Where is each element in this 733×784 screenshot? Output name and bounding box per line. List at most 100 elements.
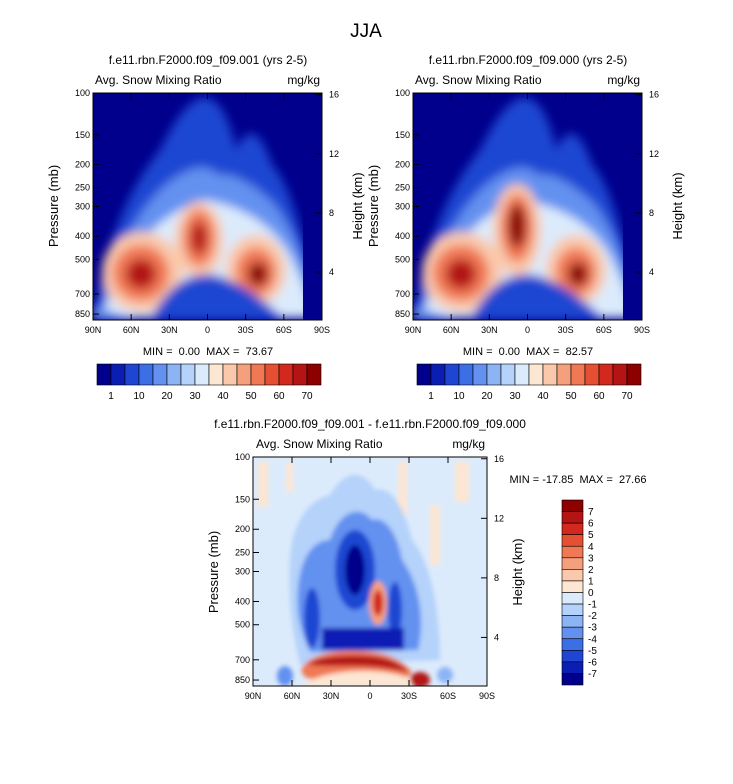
xtick-label: 30N [323,691,340,701]
colorbar-label: 6 [588,519,594,530]
height-tick-label: 8 [494,573,499,583]
panel-3-ylabel-right: Height (km) [510,538,525,605]
colorbar-swatch [561,603,584,616]
colorbar-label: -2 [588,611,597,622]
panel-2: f.e11.rbn.F2000.f09_f09.000 (yrs 2-5) Av… [366,53,685,402]
xtick-label: 30S [401,691,417,701]
colorbar-swatch [292,363,308,386]
colorbar-label: -1 [588,600,597,611]
ytick-label: 150 [75,130,90,140]
colorbar-label: 40 [537,391,549,402]
ytick-label: 500 [235,620,250,630]
colorbar-label: 60 [273,391,285,402]
colorbar-label: 70 [301,391,313,402]
colorbar-swatch [110,363,126,386]
colorbar-swatch [561,534,584,547]
colorbar-swatch [561,511,584,524]
ytick-label: 200 [235,524,250,534]
ytick-label: 250 [75,183,90,193]
ytick-label: 400 [395,231,410,241]
colorbar-label: 1 [108,391,114,402]
colorbar-label: 20 [161,391,173,402]
panel-3-neg-lowband [322,628,404,650]
colorbar-swatch [598,363,614,386]
xtick-label: 0 [205,325,210,335]
xtick-label: 30N [481,325,498,335]
colorbar-swatch [561,522,584,535]
figure-title: JJA [350,21,382,42]
xtick-label: 90S [314,325,330,335]
colorbar-label: 0 [588,588,594,599]
colorbar-label: 40 [217,391,229,402]
panel-3-pos-band-core [308,655,408,672]
colorbar-swatch [486,363,502,386]
panel-2-variable: Avg. Snow Mixing Ratio [415,73,542,87]
ytick-label: 850 [75,309,90,319]
panel-1-stats: MIN = 0.00 MAX = 73.67 [143,346,273,358]
ytick-label: 200 [395,160,410,170]
xtick-label: 30S [558,325,574,335]
colorbar-swatch [528,363,544,386]
colorbar-label: 7 [588,507,594,518]
panel-2-colorbar: 1 10 20 30 40 50 60 70 [416,363,642,402]
panel-2-right-edge [623,93,642,320]
panel-1: f.e11.rbn.F2000.f09_f09.001 (yrs 2-5) Av… [46,53,365,402]
colorbar-swatch [472,363,488,386]
panel-3-upper-pos-4 [398,462,407,517]
colorbar-swatch [306,363,322,386]
panel-3-pos-spot-core [373,590,383,616]
colorbar-label: 5 [588,530,594,541]
xtick-label: 60S [596,325,612,335]
colorbar-swatch [561,650,584,663]
xtick-label: 90N [245,691,262,701]
colorbar-swatch [561,580,584,593]
height-tick-label: 12 [329,149,339,159]
panel-3-lower-pos-s [410,672,430,686]
colorbar-label: 50 [245,391,257,402]
colorbar-label: 4 [588,542,594,553]
panel-2-field [413,93,642,320]
colorbar-swatch [166,363,182,386]
height-tick-label: 12 [494,513,504,523]
colorbar-swatch [264,363,280,386]
panel-1-variable: Avg. Snow Mixing Ratio [95,73,222,87]
ytick-label: 500 [395,254,410,264]
panel-1-ylabel-right: Height (km) [350,172,365,239]
panel-1-surface-dip [150,274,285,320]
xtick-label: 60N [443,325,460,335]
panel-1-units: mg/kg [287,73,320,87]
ytick-label: 200 [75,160,90,170]
panel-2-surface-dip [470,274,605,320]
colorbar-swatch [542,363,558,386]
panel-2-axes: 90N 60N 30N 0 30S 60S 90S 100 150 200 250 300 400 500… [395,88,659,335]
colorbar-swatch [561,626,584,640]
colorbar-swatch [138,363,154,386]
ytick-label: 700 [235,655,250,665]
height-tick-label: 4 [649,267,654,277]
height-tick-label: 4 [329,267,334,277]
ytick-label: 150 [395,130,410,140]
ytick-label: 700 [75,289,90,299]
ytick-label: 400 [75,231,90,241]
panel-2-ylabel-right: Height (km) [670,172,685,239]
panel-3-upper-pos-2 [286,462,293,492]
colorbar-label: -4 [588,634,597,645]
colorbar-label: 1 [588,576,594,587]
colorbar-swatch [152,363,168,386]
panel-3-neg-core-west [304,588,320,648]
colorbar-label: 50 [565,391,577,402]
colorbar-swatch [500,363,516,386]
ytick-label: 250 [395,183,410,193]
panel-1-right-edge [303,93,322,320]
panel-2-lobe-s-core [568,262,588,286]
ytick-label: 700 [395,289,410,299]
colorbar-swatch [222,363,238,386]
height-tick-label: 16 [649,90,659,100]
xtick-label: 90N [405,325,422,335]
xtick-label: 60N [123,325,140,335]
colorbar-swatch [556,363,572,386]
panel-3-title: f.e11.rbn.F2000.f09_f09.001 - f.e11.rbn.… [214,417,526,431]
ytick-label: 250 [235,547,250,557]
